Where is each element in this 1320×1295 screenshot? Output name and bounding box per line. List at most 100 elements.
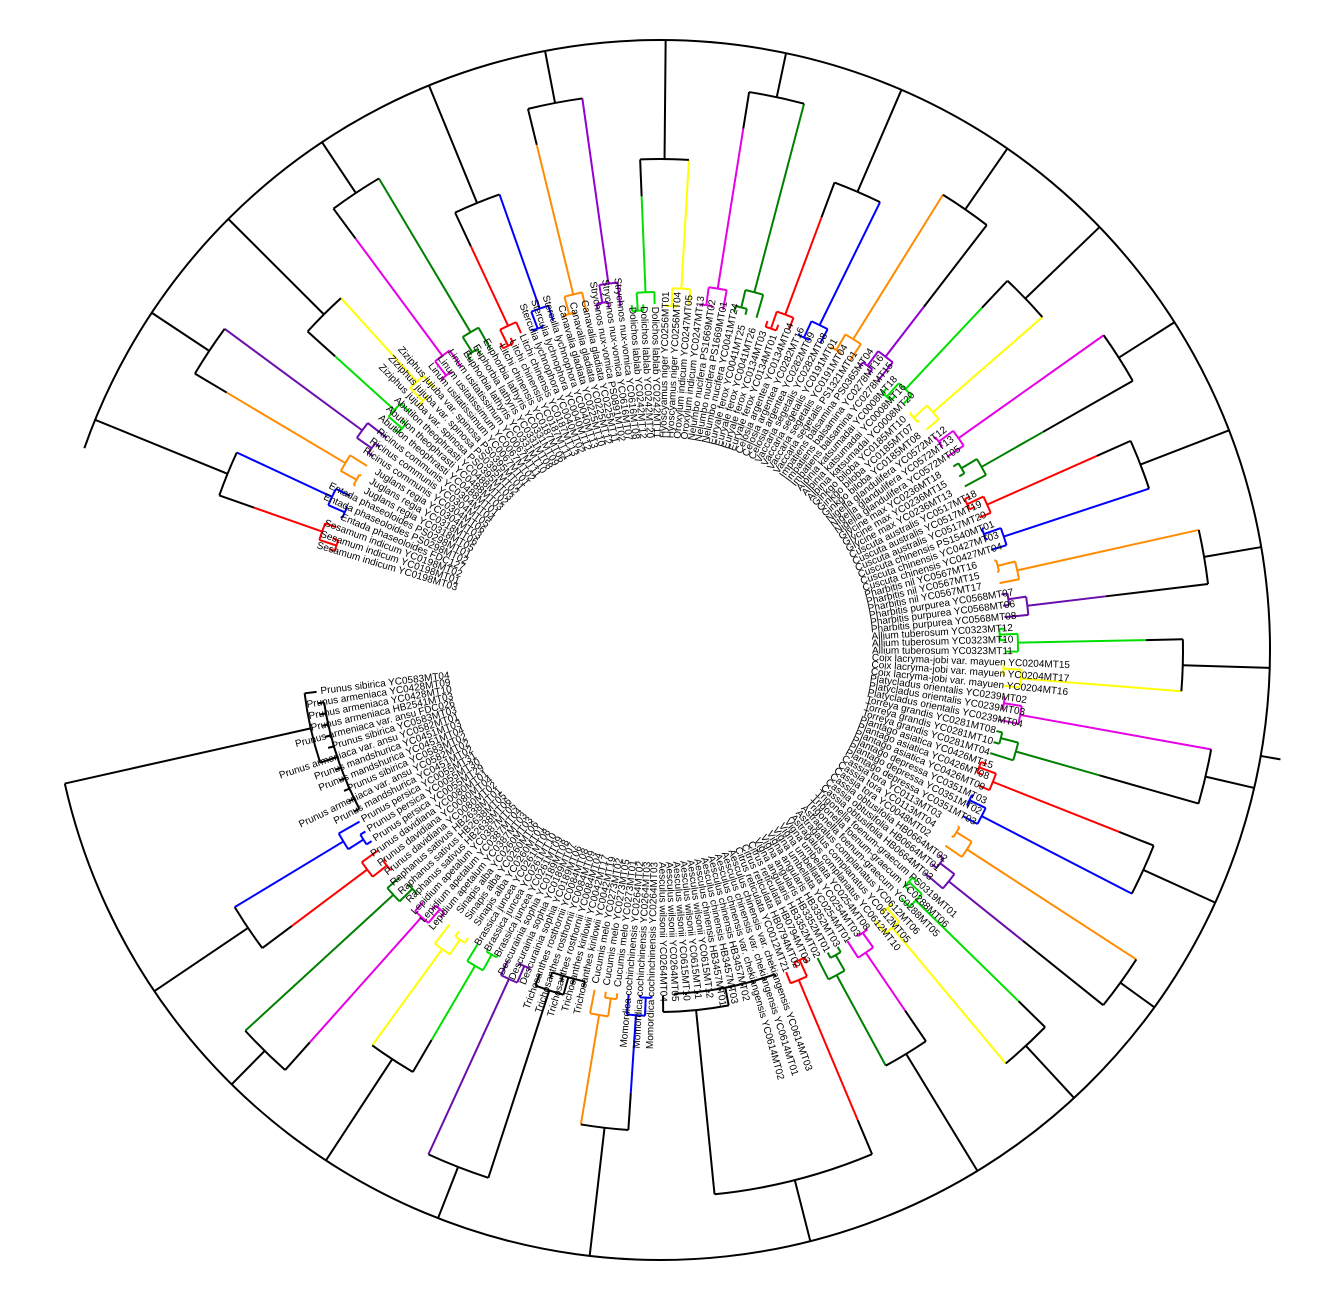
clade-stem <box>427 978 510 1155</box>
join-branch <box>886 907 900 923</box>
join-arc <box>462 326 479 338</box>
clade-stem <box>1015 750 1100 777</box>
tip-branch <box>335 487 351 497</box>
clade-stem <box>579 1014 601 1125</box>
join-arc <box>980 528 987 540</box>
tip-branch <box>923 872 944 890</box>
backbone-branch <box>261 925 293 949</box>
backbone-arc <box>454 193 500 214</box>
backbone-branch <box>820 182 836 218</box>
join-arc <box>882 903 893 913</box>
tip-branch <box>816 957 830 980</box>
backbone-arc <box>885 1040 927 1067</box>
backbone-branch <box>325 1058 394 1161</box>
backbone-arc <box>714 1153 873 1196</box>
clade-9 <box>498 194 555 332</box>
tip-branch <box>304 690 317 695</box>
backbone-branch <box>1096 439 1132 457</box>
join-arc <box>909 412 919 423</box>
clade-stem <box>695 1010 716 1195</box>
join-arc <box>877 350 894 364</box>
join-branch <box>978 766 997 775</box>
join-arc <box>333 539 340 552</box>
clade-stem <box>966 848 1137 961</box>
tip-branch <box>998 718 1019 725</box>
backbone-branch <box>981 280 1009 309</box>
backbone-arc <box>306 297 342 333</box>
clade-stem <box>340 297 418 383</box>
clade-8 <box>469 245 522 350</box>
clade-26 <box>994 528 1199 585</box>
backbone-branch <box>1118 831 1155 847</box>
backbone-arc <box>1005 1026 1046 1065</box>
clade-17 <box>797 201 881 344</box>
clade-stem <box>884 306 925 358</box>
join-branch <box>1008 595 1027 601</box>
tip-branch <box>386 876 401 889</box>
backbone-arc <box>218 452 238 496</box>
tip-branch <box>902 394 913 405</box>
backbone-branch <box>1140 429 1230 466</box>
join-branch <box>798 959 808 977</box>
clade-38 <box>846 927 906 1012</box>
join-arc <box>530 304 549 313</box>
clade-stem <box>1003 487 1150 538</box>
join-arc <box>564 291 583 298</box>
clade-35 <box>923 854 1024 942</box>
backbone-branch <box>775 52 788 98</box>
clade-stem <box>981 430 1044 468</box>
join-branch <box>319 539 337 547</box>
join-arc <box>359 834 368 846</box>
join-branch <box>770 311 778 329</box>
tip-branch <box>890 903 894 907</box>
join-arc <box>952 826 961 838</box>
tip-branch <box>499 960 509 976</box>
join-arc <box>708 286 727 292</box>
clade-12 <box>630 196 656 313</box>
tip-branch <box>499 342 505 349</box>
clade-stem <box>864 952 906 1012</box>
backbone-arc <box>1130 845 1155 895</box>
backbone-branch <box>1024 226 1101 300</box>
join-arc <box>857 928 868 937</box>
backbone-branch <box>230 1050 266 1086</box>
join-branch <box>409 387 424 402</box>
join-arc <box>397 423 407 434</box>
backbone-arc <box>194 328 226 375</box>
tip-branch <box>989 752 1014 762</box>
tip-branch <box>1004 613 1029 619</box>
join-arc <box>337 833 350 850</box>
join-arc <box>360 861 374 878</box>
join-branch <box>340 470 357 481</box>
join-arc <box>995 560 1001 572</box>
clade-50 <box>291 849 393 927</box>
backbone-branch <box>487 1142 501 1179</box>
join-arc <box>499 321 517 331</box>
clade-30 <box>998 696 1212 751</box>
backbone-branch <box>1119 981 1155 1009</box>
join-arc <box>486 950 498 959</box>
join-branch <box>516 965 526 984</box>
tip-branch <box>448 349 462 368</box>
join-arc <box>790 975 808 985</box>
backbone-arc <box>640 158 690 161</box>
clade-21 <box>909 316 1044 431</box>
backbone-branch <box>905 1053 979 1172</box>
join-branch <box>356 437 373 449</box>
join-arc <box>957 462 966 474</box>
join-arc <box>367 442 376 454</box>
clade-20 <box>881 307 983 405</box>
backbone-branch <box>64 765 140 785</box>
backbone-branch <box>1203 546 1262 558</box>
join-arc <box>356 422 369 439</box>
tip-branch <box>874 920 887 935</box>
clade-stem <box>784 216 823 315</box>
join-arc <box>830 951 842 959</box>
root-stub <box>1260 754 1281 761</box>
clade-stem <box>1020 677 1182 693</box>
clade-5 <box>340 297 435 406</box>
tip-branch <box>534 973 541 986</box>
clade-stem <box>948 880 1024 942</box>
tip-branch <box>367 422 388 439</box>
